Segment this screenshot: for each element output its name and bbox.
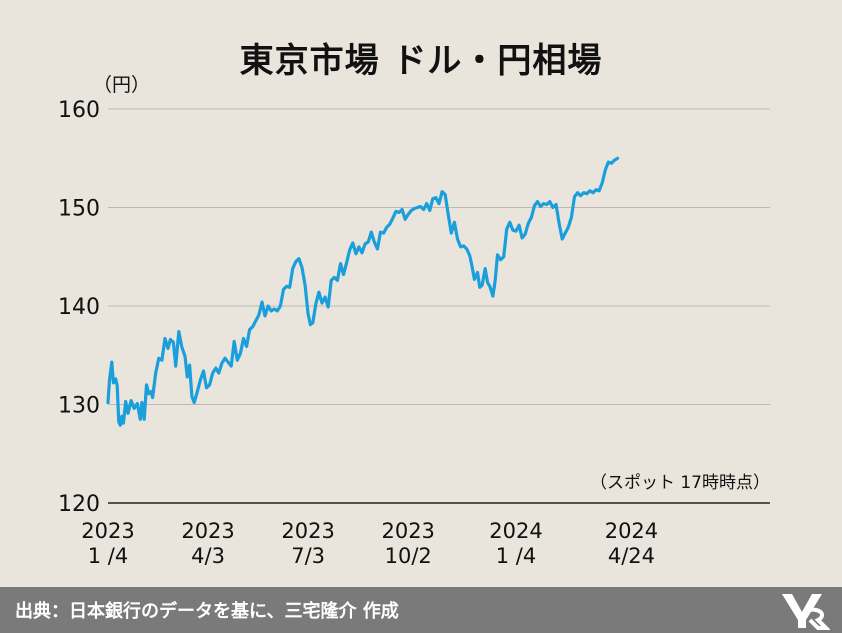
- y-tick-label: 140: [58, 295, 100, 320]
- y-unit-label: （円）: [93, 74, 151, 96]
- x-tick-label-line1: 2023: [281, 519, 334, 543]
- x-tick-label-line1: 2023: [181, 519, 234, 543]
- y-tick-label: 120: [58, 492, 100, 517]
- chart-note: （スポット 17時時点）: [589, 473, 770, 493]
- source-credit: 出典：日本銀行のデータを基に、三宅隆介 作成: [15, 601, 399, 622]
- x-tick-label-line2: 1 /4: [496, 544, 536, 568]
- y-tick-labels: 120 130 140 150 160: [58, 98, 100, 517]
- x-tick-label-line2: 7/3: [291, 544, 325, 568]
- x-tick-label-line1: 2024: [489, 519, 542, 543]
- x-tick-label-line2: 1 /4: [88, 544, 128, 568]
- footer-bar: 出典：日本銀行のデータを基に、三宅隆介 作成: [0, 587, 842, 633]
- x-tick-label-line2: 4/3: [191, 544, 225, 568]
- x-tick-label-line1: 2023: [381, 519, 434, 543]
- series-line-usd-jpy: [106, 156, 620, 427]
- y-tick-label: 130: [58, 394, 100, 419]
- x-tick-label-line2: 4/24: [608, 544, 655, 568]
- chart-title: 東京市場 ドル・円相場: [239, 41, 603, 81]
- x-tick-label-line2: 10/2: [385, 544, 432, 568]
- brand-logo-icon: [782, 594, 830, 630]
- y-tick-label: 150: [58, 197, 100, 222]
- x-tick-label-line1: 2024: [605, 519, 658, 543]
- x-tick-label-line1: 2023: [81, 519, 134, 543]
- y-tick-label: 160: [58, 98, 100, 123]
- grid-lines: [108, 108, 770, 405]
